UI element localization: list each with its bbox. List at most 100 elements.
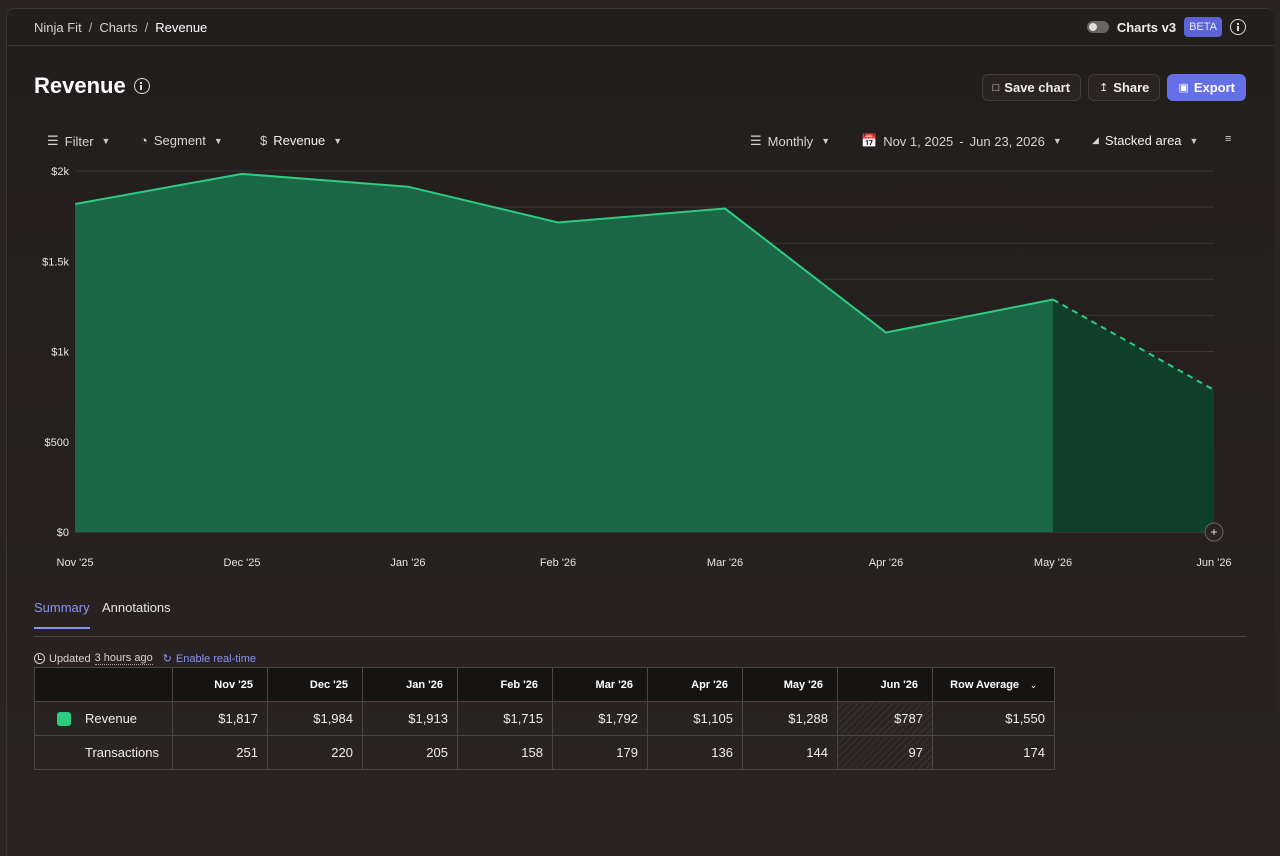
bookmark-icon: □ — [992, 81, 1000, 94]
chart-svg: $0 $500 $1k $1.5k $2k Nov '25 Dec '25 Jan '26 Fe… — [42, 166, 1231, 569]
calendar-icon: 📅 — [861, 133, 878, 148]
chart-type-dropdown[interactable]: ◢ Stacked area ▼ — [1092, 133, 1198, 148]
column-header: Mar '26 — [552, 667, 648, 702]
table-cell: 205 — [362, 735, 458, 770]
page-title: Revenue — [34, 73, 126, 98]
tab-annotations[interactable]: Annotations — [102, 600, 171, 615]
x-tick-label: Nov '25 — [57, 557, 94, 569]
chevron-down-icon: ▼ — [333, 135, 343, 146]
plus-icon: + — [1210, 525, 1217, 539]
area-fill-partial — [1053, 299, 1214, 532]
x-tick-label: May '26 — [1034, 557, 1072, 569]
refresh-icon: ↻ — [162, 653, 172, 665]
bottom-tabs: Summary Annotations — [34, 600, 1246, 637]
row-label: Revenue — [34, 701, 173, 736]
table-cell: $1,288 — [742, 701, 838, 736]
updated-time: 3 hours ago — [94, 652, 153, 665]
x-tick-label: Mar '26 — [707, 557, 743, 569]
export-button[interactable]: ▣ Export — [1167, 74, 1246, 101]
info-icon[interactable] — [1230, 19, 1246, 35]
share-button[interactable]: ↥ Share — [1088, 74, 1161, 101]
export-icon: ▣ — [1178, 82, 1189, 94]
column-header: Nov '25 — [172, 667, 268, 702]
table-cell: 220 — [267, 735, 363, 770]
row-average-label: Row Average — [950, 678, 1020, 691]
segment-dropdown[interactable]: ◔ Segment ▼ — [140, 133, 223, 148]
column-header: May '26 — [742, 667, 838, 702]
enable-realtime-link[interactable]: ↻ Enable real-time — [162, 652, 257, 666]
table-cell: $1,817 — [172, 701, 268, 736]
table-cell-partial: 97 — [837, 735, 933, 770]
area-chart-icon: ◢ — [1092, 135, 1099, 145]
table-row: Transactions 251 220 205 158 179 136 144… — [34, 735, 1055, 770]
table-corner-cell — [34, 667, 173, 702]
top-bar: Ninja Fit / Charts / Revenue Charts v3 B… — [7, 9, 1274, 46]
breadcrumb-separator: / — [144, 19, 149, 35]
breadcrumb-ninja-fit[interactable]: Ninja Fit — [34, 19, 82, 35]
segment-icon: ◔ — [140, 133, 148, 148]
updated-prefix: Updated — [49, 652, 91, 665]
beta-badge: BETA — [1184, 17, 1222, 37]
table-cell-average: 174 — [932, 735, 1055, 770]
series-line-revenue — [74, 172, 1054, 334]
title-info-icon[interactable] — [133, 78, 150, 94]
upload-icon: ↥ — [1099, 82, 1109, 94]
x-tick-label: Jan '26 — [390, 557, 425, 569]
interval-dropdown[interactable]: ☰ Monthly ▼ — [750, 133, 830, 149]
x-tick-label: Jun '26 — [1196, 557, 1231, 569]
table-cell: 158 — [457, 735, 553, 770]
header-right: Charts v3 BETA — [1086, 17, 1246, 37]
save-chart-label: Save chart — [1004, 80, 1071, 95]
area-fill-revenue — [75, 173, 1053, 532]
chart-actions: □ Save chart ↥ Share ▣ Export — [981, 74, 1246, 101]
column-header: Feb '26 — [457, 667, 553, 702]
row-average-header[interactable]: Row Average ⌄ — [932, 667, 1055, 702]
interval-icon: ☰ — [750, 133, 762, 148]
column-header: Dec '25 — [267, 667, 363, 702]
save-chart-button[interactable]: □ Save chart — [981, 74, 1082, 101]
date-separator: - — [959, 133, 964, 149]
segment-label: Segment — [153, 133, 206, 148]
enable-realtime-label: Enable real-time — [175, 652, 257, 665]
table-row: Revenue $1,817 $1,984 $1,913 $1,715 $1,7… — [34, 701, 1055, 736]
chart-type-label: Stacked area — [1104, 133, 1182, 148]
chevron-down-icon: ▼ — [821, 136, 831, 146]
table-cell: 136 — [647, 735, 743, 770]
tab-summary[interactable]: Summary — [34, 600, 90, 629]
chevron-down-icon: ⌄ — [1030, 680, 1037, 690]
breadcrumb-revenue: Revenue — [155, 19, 208, 35]
filter-icon: ☰ — [47, 133, 59, 148]
chevron-down-icon: ▼ — [213, 135, 223, 146]
table-cell-average: $1,550 — [932, 701, 1055, 736]
column-header: Jun '26 — [837, 667, 933, 702]
x-tick-label: Feb '26 — [540, 557, 576, 569]
y-tick-label: $2k — [51, 166, 69, 178]
date-start: Nov 1, 2025 — [883, 133, 954, 149]
chevron-down-icon: ▼ — [101, 136, 111, 146]
date-end: Jun 23, 2026 — [969, 133, 1045, 149]
export-label: Export — [1193, 80, 1235, 95]
chart-options-button[interactable]: ≡ — [1225, 133, 1231, 145]
date-range-picker[interactable]: 📅 Nov 1, 2025 - Jun 23, 2026 ▼ — [861, 133, 1062, 149]
share-label: Share — [1113, 80, 1150, 95]
title-row: Revenue — [34, 73, 150, 99]
summary-table: Nov '25 Dec '25 Jan '26 Feb '26 Mar '26 … — [34, 667, 1055, 770]
breadcrumb-charts[interactable]: Charts — [99, 19, 138, 35]
row-label-text: Revenue — [85, 711, 138, 726]
row-label-text: Transactions — [85, 745, 159, 760]
table-cell: 179 — [552, 735, 648, 770]
x-tick-label: Dec '25 — [224, 557, 261, 569]
metric-dropdown[interactable]: $ Revenue ▼ — [260, 133, 342, 148]
charts-v3-toggle[interactable] — [1086, 21, 1109, 33]
dollar-icon: $ — [260, 133, 268, 148]
y-tick-label: $0 — [57, 527, 69, 539]
table-cell-partial: $787 — [837, 701, 933, 736]
table-cell: $1,792 — [552, 701, 648, 736]
add-annotation-button[interactable] — [1204, 522, 1224, 542]
y-tick-label: $500 — [45, 437, 69, 449]
update-status: Updated 3 hours ago ↻ Enable real-time — [34, 652, 256, 665]
filter-dropdown[interactable]: ☰ Filter ▼ — [47, 133, 110, 149]
options-icon: ≡ — [1225, 133, 1232, 145]
table-cell: $1,715 — [457, 701, 553, 736]
breadcrumb-separator: / — [88, 19, 93, 35]
